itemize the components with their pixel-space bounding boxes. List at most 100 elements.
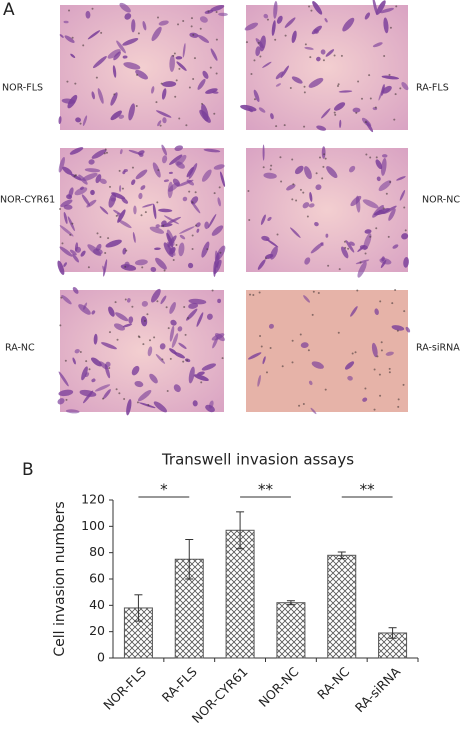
pore <box>159 124 162 127</box>
cell <box>169 302 176 314</box>
pore <box>137 32 140 35</box>
cell <box>364 12 371 20</box>
cell <box>93 333 98 345</box>
cell <box>118 114 125 119</box>
micrograph <box>240 0 409 133</box>
y-tick-label: 40 <box>89 597 105 612</box>
cell <box>169 348 177 355</box>
bar <box>225 529 255 659</box>
cell <box>399 190 406 201</box>
pore <box>213 112 216 115</box>
cell <box>388 208 396 221</box>
pore <box>373 408 376 411</box>
cell <box>316 125 327 131</box>
pore <box>383 54 386 57</box>
pore <box>172 259 175 262</box>
pore <box>396 329 399 332</box>
pore <box>107 237 110 240</box>
pore <box>59 324 62 327</box>
pore <box>340 54 343 57</box>
cell <box>171 333 179 348</box>
pore <box>379 300 382 303</box>
cell <box>131 179 136 186</box>
cell <box>169 325 175 342</box>
pore <box>156 16 159 19</box>
cell <box>304 257 311 265</box>
pore <box>258 291 261 294</box>
pore <box>96 232 99 235</box>
cell <box>169 154 183 165</box>
pore <box>368 74 371 77</box>
cell <box>178 242 185 257</box>
cell <box>204 221 210 230</box>
cell <box>316 56 321 62</box>
cell <box>201 169 212 182</box>
cell <box>95 384 111 392</box>
cell <box>217 298 222 304</box>
image-label: RA-NC <box>5 343 35 354</box>
pore <box>163 269 166 272</box>
pore <box>347 247 350 250</box>
cell <box>152 162 161 178</box>
cell <box>381 154 388 158</box>
cell <box>211 333 225 341</box>
cell <box>133 205 137 215</box>
cell <box>259 35 266 52</box>
cell <box>304 46 314 50</box>
cell <box>123 169 128 173</box>
cell <box>113 209 120 215</box>
cell <box>381 256 385 262</box>
x-tick-label: NOR-NC <box>256 664 302 710</box>
cell <box>197 371 205 376</box>
pore <box>59 207 62 210</box>
cell <box>127 298 131 303</box>
cell <box>161 81 177 88</box>
cell <box>135 169 148 180</box>
cell <box>258 107 266 113</box>
pore <box>74 82 77 85</box>
cell <box>160 295 167 305</box>
cell <box>248 352 262 360</box>
cell <box>138 402 156 409</box>
cell <box>108 306 115 317</box>
pore <box>200 381 203 384</box>
cell <box>257 374 261 387</box>
cell <box>151 86 155 94</box>
cell <box>158 20 169 26</box>
cell <box>156 110 172 118</box>
pore <box>138 336 141 339</box>
pore <box>99 235 102 238</box>
pore <box>394 93 397 96</box>
cell <box>169 247 176 255</box>
pore <box>209 66 212 69</box>
pore <box>105 151 108 154</box>
cell <box>188 302 199 309</box>
y-tick-label: 0 <box>97 650 105 665</box>
cell <box>101 342 117 350</box>
micrograph <box>57 144 226 277</box>
cell <box>57 260 65 275</box>
cell <box>280 65 289 79</box>
pore <box>108 331 111 334</box>
pore <box>302 403 305 406</box>
cell <box>244 22 259 31</box>
cell <box>59 34 64 38</box>
cell <box>320 49 326 55</box>
image-label: RA-siRNA <box>416 343 460 354</box>
x-tick-label: RA-FLS <box>159 664 200 705</box>
pore <box>266 18 269 21</box>
cell <box>201 241 210 258</box>
panel-label: B <box>22 460 34 480</box>
pore <box>253 59 256 62</box>
cell <box>153 401 167 413</box>
pore <box>102 397 105 400</box>
pore <box>337 83 340 86</box>
cell <box>155 224 160 229</box>
cell <box>211 225 224 236</box>
cell <box>359 244 368 250</box>
pore <box>155 101 158 104</box>
cell <box>79 186 84 190</box>
cell <box>134 259 148 266</box>
pore <box>184 333 187 336</box>
cell <box>67 216 75 232</box>
